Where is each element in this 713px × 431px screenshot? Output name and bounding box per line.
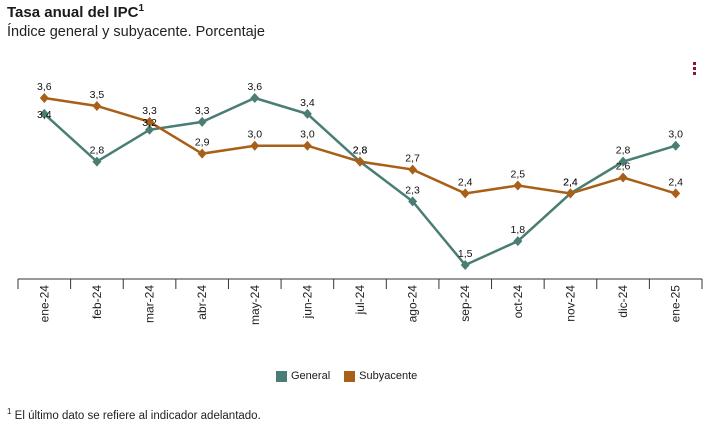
chart-title: Tasa anual del IPC1 <box>7 3 144 21</box>
x-tick-label: may-24 <box>248 285 262 325</box>
data-label-general: 2,8 <box>90 145 105 157</box>
legend-item-general[interactable]: General <box>276 370 330 382</box>
data-label-subyacente: 2,7 <box>405 153 420 165</box>
x-tick-label: jun-24 <box>300 285 314 320</box>
data-label-general: 3,0 <box>668 129 683 141</box>
data-point-subyacente <box>408 164 418 175</box>
data-label-subyacente: 2,6 <box>616 161 631 173</box>
data-point-general <box>671 140 681 151</box>
data-point-subyacente <box>197 148 207 159</box>
data-point-general <box>408 196 418 207</box>
data-label-subyacente: 2,9 <box>195 137 210 149</box>
data-point-subyacente <box>513 180 523 191</box>
data-point-general <box>250 93 260 103</box>
data-point-general <box>39 108 49 119</box>
data-point-subyacente <box>302 140 312 151</box>
data-point-general <box>460 260 470 270</box>
x-tick-label: ago-24 <box>406 285 420 323</box>
data-label-general: 3,4 <box>37 109 52 121</box>
data-point-general <box>618 156 628 167</box>
data-label-subyacente: 2,8 <box>353 145 368 157</box>
data-label-subyacente: 3,3 <box>142 105 157 117</box>
data-label-general: 3,3 <box>195 105 210 117</box>
legend-label-subyacente: Subyacente <box>359 370 418 382</box>
data-point-general <box>197 116 207 127</box>
data-point-subyacente <box>355 156 365 167</box>
chart-subtitle: Índice general y subyacente. Porcentaje <box>7 24 265 40</box>
x-tick-label: oct-24 <box>511 285 525 319</box>
data-label-general: 3,4 <box>300 97 315 109</box>
data-label-subyacente: 3,0 <box>300 129 315 141</box>
data-point-subyacente <box>92 100 102 111</box>
x-tick-label: ene-24 <box>37 285 51 323</box>
x-tick-label: abr-24 <box>195 285 209 320</box>
data-label-general: 1,5 <box>458 248 473 260</box>
data-point-subyacente <box>39 93 49 103</box>
data-label-general: 3,6 <box>247 81 262 93</box>
x-tick-label: ene-25 <box>669 285 683 323</box>
x-tick-label: jul-24 <box>353 285 367 316</box>
data-label-general: 2,8 <box>353 145 368 157</box>
x-tick-label: sep-24 <box>458 285 472 322</box>
data-point-subyacente <box>145 116 155 127</box>
series-line-general <box>43 96 677 267</box>
data-point-subyacente <box>671 188 681 199</box>
data-label-subyacente: 2,4 <box>668 176 683 188</box>
legend-label-general: General <box>291 370 331 382</box>
data-label-general: 2,8 <box>616 145 631 157</box>
data-label-subyacente: 2,4 <box>563 176 578 188</box>
data-label-general: 2,3 <box>405 184 420 196</box>
legend: General Subyacente <box>276 370 417 382</box>
data-label-subyacente: 3,5 <box>90 89 105 101</box>
x-tick-label: nov-24 <box>563 285 577 322</box>
data-point-subyacente <box>250 140 260 151</box>
data-point-general <box>513 236 523 247</box>
footnote: 1 El último dato se refiere al indicador… <box>7 407 261 422</box>
legend-swatch-general <box>276 370 287 382</box>
data-label-subyacente: 3,0 <box>247 129 262 141</box>
data-point-general <box>302 108 312 119</box>
data-label-general: 3,2 <box>142 117 157 129</box>
data-label-subyacente: 3,6 <box>37 81 52 93</box>
data-label-subyacente: 2,4 <box>458 176 473 188</box>
x-tick-label: feb-24 <box>90 285 104 319</box>
data-point-general <box>145 124 155 135</box>
legend-item-subyacente[interactable]: Subyacente <box>344 370 417 382</box>
x-tick-label: dic-24 <box>616 285 630 318</box>
data-label-general: 1,8 <box>511 224 526 236</box>
data-label-subyacente: 2,5 <box>511 168 526 180</box>
data-point-general <box>92 156 102 167</box>
legend-swatch-subyacente <box>344 370 356 382</box>
data-point-subyacente <box>460 188 470 199</box>
data-label-general: 2,4 <box>563 176 578 188</box>
data-point-subyacente <box>565 188 575 199</box>
vertical-dots-icon[interactable] <box>692 62 698 78</box>
x-tick-label: mar-24 <box>143 285 157 323</box>
data-point-subyacente <box>618 172 628 183</box>
